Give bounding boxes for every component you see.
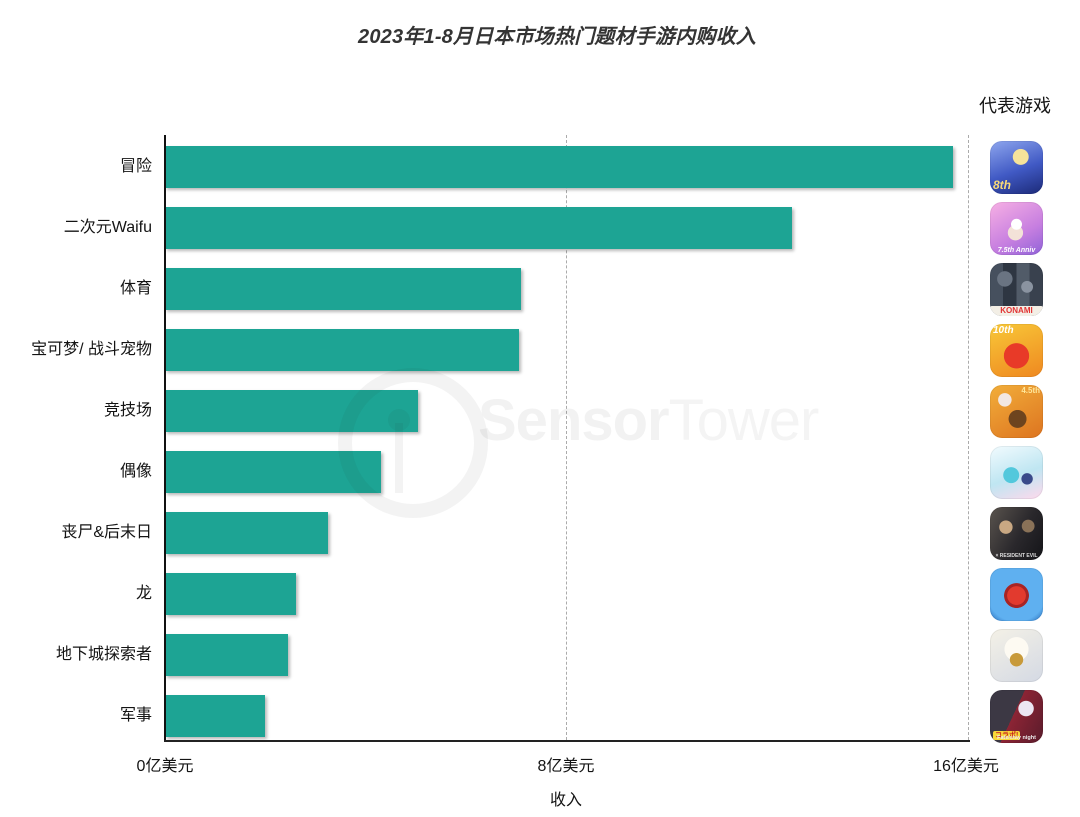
representative-games-header: 代表游戏 <box>979 96 1051 116</box>
game-icon-text: Fate/stay night <box>997 735 1036 741</box>
category-label-2: 二次元Waifu <box>63 219 152 236</box>
game-icon-text: 4.5th <box>1021 385 1040 395</box>
x-tick-16: 16亿美元 <box>933 758 999 775</box>
game-icon-pink-anime-girl-75-anniv: 7.5th Anniv <box>990 201 1043 255</box>
game-icon-survival-horror-duo: × RESIDENT EVIL <box>990 506 1043 560</box>
category-label-7: 丧尸&后末日 <box>61 524 152 541</box>
chart-title: 2023年1-8月日本市场热门题材手游内购收入 <box>358 26 756 48</box>
category-label-5: 竞技场 <box>103 402 152 419</box>
game-icon-text: コラボ! <box>993 730 1021 740</box>
sensortower-watermark-text: SensorTower <box>478 388 820 453</box>
x-tick-0: 0亿美元 <box>136 758 194 775</box>
game-icon-text: 8th <box>993 177 1011 192</box>
game-icon-baseball-players-konami: KONAMI <box>990 262 1043 316</box>
category-label-1: 冒险 <box>119 158 152 175</box>
x-axis-line <box>164 740 970 742</box>
bar-1 <box>165 146 953 188</box>
watermark-text-light: Tower <box>668 388 820 453</box>
game-icon-blue-knight-8th-anniv: 8th <box>990 140 1043 194</box>
watermark-text-bold: Sensor <box>478 388 670 453</box>
gridline-8 <box>566 135 567 740</box>
bar-5 <box>165 390 419 432</box>
x-tick-8: 8亿美元 <box>537 758 595 775</box>
category-label-8: 龙 <box>135 585 152 602</box>
game-icon-fate-collab-military: コラボ! Fate/stay night <box>990 689 1043 743</box>
game-icon-text: 7.5th Anniv <box>997 246 1036 254</box>
bar-7 <box>165 512 329 554</box>
game-icon-red-dragon-blue <box>990 567 1043 621</box>
bar-9 <box>165 634 288 676</box>
category-label-9: 地下城探索者 <box>55 646 152 663</box>
game-icon-teal-idol-girls <box>990 445 1043 499</box>
bar-8 <box>165 573 296 615</box>
y-axis-line <box>164 135 166 742</box>
category-label-4: 宝可梦/ 战斗宠物 <box>31 341 152 358</box>
bar-6 <box>165 451 381 493</box>
category-label-10: 军事 <box>119 707 152 724</box>
gridline-16-plot-right-border <box>968 135 969 740</box>
game-icon-text: KONAMI <box>990 305 1043 316</box>
game-icon-straw-hat-pirate-orange: 4.5th <box>990 384 1043 438</box>
bar-2 <box>165 207 793 249</box>
category-label-3: 体育 <box>119 280 152 297</box>
game-icon-white-gold-warrior <box>990 628 1043 682</box>
bar-4 <box>165 329 519 371</box>
category-label-6: 偶像 <box>119 463 152 480</box>
sensortower-logo-antenna-icon <box>395 423 403 493</box>
game-icon-red-monster-10th: 10th <box>990 323 1043 377</box>
game-icon-text: 10th <box>993 324 1014 336</box>
bar-10 <box>165 695 266 737</box>
game-icon-text: × RESIDENT EVIL <box>995 552 1038 559</box>
x-axis-title: 收入 <box>549 792 582 809</box>
bar-3 <box>165 268 522 310</box>
